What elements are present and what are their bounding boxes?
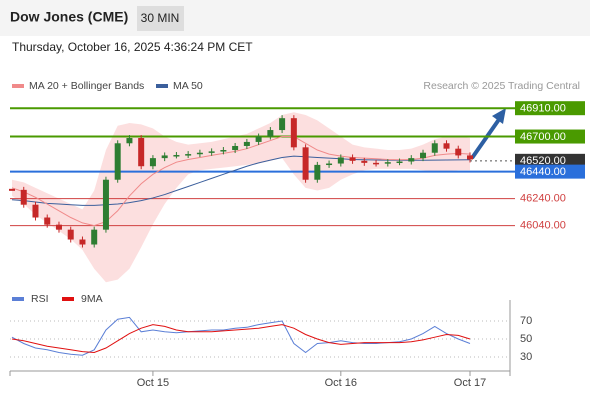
rsi-tick-label: 70 (520, 315, 532, 327)
candle (337, 157, 344, 164)
legend-label: MA 50 (173, 80, 203, 92)
candle (243, 141, 250, 146)
level-label: 46910.00 (520, 103, 566, 115)
interval-label[interactable]: 30 MIN (141, 11, 180, 25)
interval-button[interactable] (137, 6, 184, 31)
candle (67, 229, 74, 240)
candle (196, 152, 203, 155)
level-label: 46240.00 (520, 193, 566, 205)
candle (396, 161, 403, 164)
x-tick-label: Oct 16 (325, 377, 357, 389)
candle (208, 151, 215, 153)
candle (220, 150, 227, 152)
legend-swatch (12, 84, 24, 88)
datetime: Thursday, October 16, 2025 4:36:24 PM CE… (12, 40, 253, 54)
candle (126, 138, 133, 144)
candle (302, 147, 309, 180)
candle (32, 204, 39, 218)
candle (326, 163, 333, 166)
level-box (515, 129, 585, 144)
rsi-legend-label: RSI (31, 293, 49, 305)
candle (173, 155, 180, 157)
candle (361, 160, 368, 163)
rsi-legend-swatch (12, 297, 24, 301)
candle (102, 179, 109, 230)
candle (420, 152, 427, 159)
candle (255, 136, 262, 142)
rsi-line (11, 324, 471, 354)
level-box (515, 153, 585, 168)
candle (279, 118, 286, 131)
rsi-tick-label: 50 (520, 333, 532, 345)
candle (455, 148, 462, 156)
rsi-legend-swatch (62, 297, 74, 301)
ma-line (11, 136, 471, 227)
candle (431, 143, 438, 153)
candle (55, 224, 62, 230)
candle (79, 239, 86, 245)
candle (267, 130, 274, 137)
level-label: 46040.00 (520, 220, 566, 232)
arrow-head (492, 108, 506, 124)
instrument-title: Dow Jones (CME) (10, 9, 128, 25)
candle (9, 188, 15, 191)
header-bar (0, 0, 590, 36)
candle (467, 155, 473, 160)
candle (20, 189, 27, 205)
rsi-legend-label: 9MA (81, 293, 103, 305)
legend-swatch (156, 84, 168, 88)
candle (91, 229, 98, 245)
level-label: 46520.00 (520, 155, 566, 167)
candle (149, 158, 156, 167)
candle (138, 138, 145, 167)
candle (185, 154, 192, 156)
candle (44, 217, 51, 225)
rsi-line (11, 316, 471, 356)
candle (314, 164, 321, 180)
bollinger-band (12, 112, 470, 283)
rsi-tick-label: 30 (520, 351, 532, 363)
forecast-arrow (470, 116, 502, 160)
candle (373, 162, 380, 165)
level-label: 46440.00 (520, 166, 566, 178)
candle (349, 157, 356, 161)
candle (290, 118, 297, 148)
credit: Research © 2025 Trading Central (423, 80, 580, 92)
level-label: 46700.00 (520, 131, 566, 143)
candle (161, 155, 168, 159)
legend-label: MA 20 + Bollinger Bands (29, 80, 144, 92)
candle (384, 162, 391, 164)
ma-line (11, 155, 471, 206)
level-box (515, 101, 585, 116)
candle (408, 158, 415, 162)
level-box (515, 164, 585, 179)
candle (232, 145, 239, 151)
x-tick-label: Oct 17 (454, 377, 486, 389)
x-tick-label: Oct 15 (137, 377, 169, 389)
candle (443, 143, 450, 149)
candle (114, 143, 121, 180)
